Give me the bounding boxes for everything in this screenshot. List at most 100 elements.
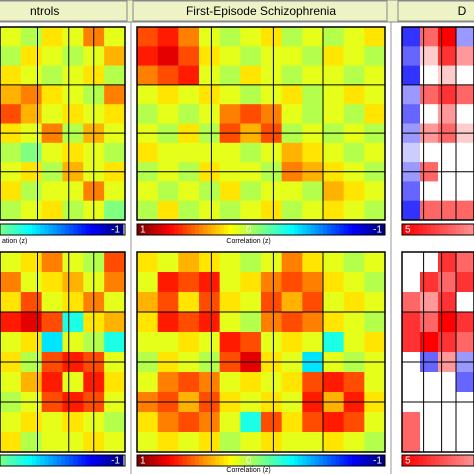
- colorbar-step: [114, 455, 120, 466]
- colorbar-step: [232, 224, 237, 235]
- heatmap-cell: [420, 65, 439, 86]
- heatmap-cell: [261, 432, 282, 453]
- heatmap-cell: [104, 372, 126, 393]
- heatmap-cell: [137, 27, 158, 47]
- colorbar-step: [52, 224, 58, 235]
- heatmap-cell: [41, 432, 63, 453]
- heatmap-cell: [302, 252, 324, 273]
- heatmap-cell: [62, 312, 84, 333]
- heatmap-cell: [343, 412, 365, 433]
- heatmap-cell: [420, 272, 439, 293]
- heatmap-cell: [364, 142, 386, 163]
- colorbar-step: [65, 455, 70, 466]
- colorbar-step: [360, 224, 365, 235]
- heatmap-cell: [402, 200, 421, 221]
- colorbar-step: [19, 224, 25, 235]
- colorbar-step: [81, 224, 87, 235]
- heatmap-cell: [323, 272, 344, 293]
- heatmap-cell: [343, 104, 365, 124]
- colorbar-step: [236, 455, 241, 466]
- colorbar-step: [0, 455, 5, 466]
- heatmap-cell: [62, 65, 84, 86]
- heatmap-cell: [420, 332, 439, 353]
- heatmap-cell: [62, 27, 84, 47]
- heatmap-cell: [41, 412, 63, 433]
- colorbar-step: [310, 455, 316, 466]
- heatmap-cell: [157, 84, 179, 105]
- colorbar-step: [77, 455, 83, 466]
- colorbar-step: [141, 455, 146, 466]
- heatmap-cell: [199, 104, 220, 124]
- heatmap-cell: [104, 181, 126, 201]
- heatmap-cell: [364, 46, 386, 66]
- heatmap-cell: [0, 181, 22, 201]
- heatmap-cell: [219, 412, 241, 433]
- colorbar-step: [102, 224, 107, 235]
- heatmap-cell: [438, 332, 457, 353]
- colorbar-step: [141, 224, 146, 235]
- heatmap-cell: [281, 104, 303, 124]
- heatmap-cell: [20, 142, 42, 163]
- colorbar-label: 0: [246, 456, 252, 467]
- colorbar-step: [248, 455, 254, 466]
- colorbar-step: [137, 224, 142, 235]
- colorbar-step: [207, 455, 212, 466]
- heatmap-cell: [438, 181, 457, 201]
- heatmap-cell: [178, 46, 200, 66]
- heatmap-cell: [157, 46, 179, 66]
- colorbar-step: [443, 455, 448, 466]
- heatmap-cell: [302, 332, 324, 353]
- heatmap-cell: [261, 46, 282, 66]
- colorbar-step: [61, 455, 66, 466]
- colorbar-step: [269, 224, 274, 235]
- colorbar-step: [360, 455, 365, 466]
- heatmap-cell: [104, 332, 126, 353]
- colorbar-step: [94, 455, 99, 466]
- heatmap-cell: [302, 65, 324, 86]
- heatmap-cell: [219, 104, 241, 124]
- heatmap-cell: [62, 332, 84, 353]
- heatmap-cell: [302, 292, 324, 313]
- heatmap-cell: [219, 142, 241, 163]
- heatmap-cell: [0, 332, 22, 353]
- colorbar-step: [459, 455, 465, 466]
- colorbar-step: [44, 455, 50, 466]
- colorbar-step: [285, 455, 291, 466]
- colorbar-step: [194, 455, 200, 466]
- heatmap-cell: [456, 412, 474, 433]
- colorbar-step: [331, 455, 336, 466]
- colorbar-step: [351, 455, 357, 466]
- colorbar-axis-label: Correlation (z): [226, 467, 270, 474]
- colorbar-step: [256, 455, 262, 466]
- heatmap-cell: [261, 312, 282, 333]
- heatmap-cell: [281, 412, 303, 433]
- heatmap-cell: [281, 84, 303, 105]
- heatmap-cell: [137, 412, 158, 433]
- colorbar-step: [248, 224, 254, 235]
- colorbar-step: [194, 224, 200, 235]
- heatmap-cell: [41, 104, 63, 124]
- colorbar-step: [69, 224, 74, 235]
- heatmap-cell: [281, 65, 303, 86]
- heatmap-cell: [302, 181, 324, 201]
- heatmap-cell: [20, 27, 42, 47]
- colorbar-step: [265, 224, 270, 235]
- colorbar-step: [294, 455, 299, 466]
- colorbar-label: -1: [111, 456, 120, 467]
- colorbar-step: [256, 224, 262, 235]
- heatmap-cell: [20, 65, 42, 86]
- heatmap-cell: [41, 372, 63, 393]
- heatmap-cell: [199, 372, 220, 393]
- colorbar-step: [306, 455, 312, 466]
- colorbar-label: 5: [405, 225, 411, 236]
- heatmap-cell: [364, 65, 386, 86]
- heatmap-cell: [261, 104, 282, 124]
- heatmap-cell: [240, 104, 262, 124]
- colorbar-step: [165, 455, 171, 466]
- colorbar-step: [418, 455, 424, 466]
- heatmap-cell: [343, 142, 365, 163]
- heatmap-cell: [219, 65, 241, 86]
- heatmap-cell: [41, 142, 63, 163]
- colorbar-step: [468, 224, 473, 235]
- heatmap-cell: [438, 312, 457, 333]
